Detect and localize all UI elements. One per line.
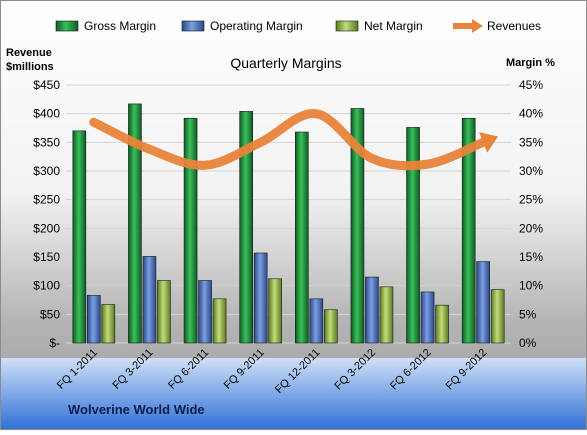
left-tick-label: $- — [49, 336, 60, 350]
right-tick-label: 45% — [519, 78, 543, 92]
bar — [128, 103, 142, 344]
bar — [101, 304, 116, 344]
bar — [212, 298, 227, 344]
right-tick-label: 0% — [519, 336, 537, 350]
revenue-line — [89, 109, 488, 171]
left-tick-label: $50 — [40, 307, 60, 321]
right-tick-label: 40% — [519, 107, 543, 121]
legend-label: Net Margin — [364, 19, 423, 33]
left-axis-label-line1: Revenue — [6, 47, 52, 59]
bar — [420, 291, 435, 344]
left-tick-label: $350 — [33, 135, 60, 149]
legend-swatch-arrow — [472, 19, 483, 33]
right-tick-label: 20% — [519, 221, 543, 235]
bar — [295, 131, 309, 344]
revenue-arrowhead — [479, 132, 499, 153]
left-tick-label: $400 — [33, 107, 60, 121]
legend-label: Revenues — [487, 19, 541, 33]
left-axis-label-line2: $millions — [6, 61, 54, 73]
left-tick-label: $300 — [33, 164, 60, 178]
legend-label: Gross Margin — [84, 19, 156, 33]
right-tick-label: 10% — [519, 279, 543, 293]
right-tick-label: 25% — [519, 193, 543, 207]
company-name: Wolverine World Wide — [68, 402, 205, 417]
revenue-line-group — [89, 109, 499, 171]
bar — [406, 127, 420, 344]
bar — [253, 252, 268, 344]
bar — [365, 276, 379, 344]
bar — [379, 286, 394, 344]
legend-label: Operating Margin — [210, 19, 303, 33]
right-tick-label: 35% — [519, 135, 543, 149]
legend: Gross Margin Operating Margin Net Margin Re… — [55, 19, 541, 33]
bar — [198, 280, 212, 344]
bar — [309, 298, 324, 344]
right-tick-label: 30% — [519, 164, 543, 178]
chart-footer-band — [0, 358, 587, 430]
bar — [157, 280, 171, 344]
bar — [72, 130, 87, 344]
left-tick-label: $100 — [33, 279, 60, 293]
right-tick-label: 15% — [519, 250, 543, 264]
bar — [268, 278, 282, 344]
bar — [435, 304, 449, 344]
bars-group — [72, 103, 505, 344]
left-tick-label: $250 — [33, 193, 60, 207]
bar — [461, 117, 476, 344]
left-tick-label: $200 — [33, 221, 60, 235]
bar — [350, 108, 365, 344]
left-tick-label: $450 — [33, 78, 60, 92]
legend-swatch — [181, 20, 205, 32]
bar — [239, 111, 253, 344]
bar — [142, 256, 157, 344]
bar — [183, 117, 198, 344]
right-axis-label: Margin % — [506, 57, 555, 69]
bar — [87, 295, 101, 344]
left-tick-label: $150 — [33, 250, 60, 264]
legend-swatch — [55, 20, 79, 32]
bar — [324, 309, 338, 344]
legend-swatch — [335, 20, 359, 32]
chart-title: Quarterly Margins — [230, 55, 341, 71]
right-tick-label: 5% — [519, 307, 537, 321]
bar — [476, 261, 490, 344]
bar — [490, 289, 505, 344]
